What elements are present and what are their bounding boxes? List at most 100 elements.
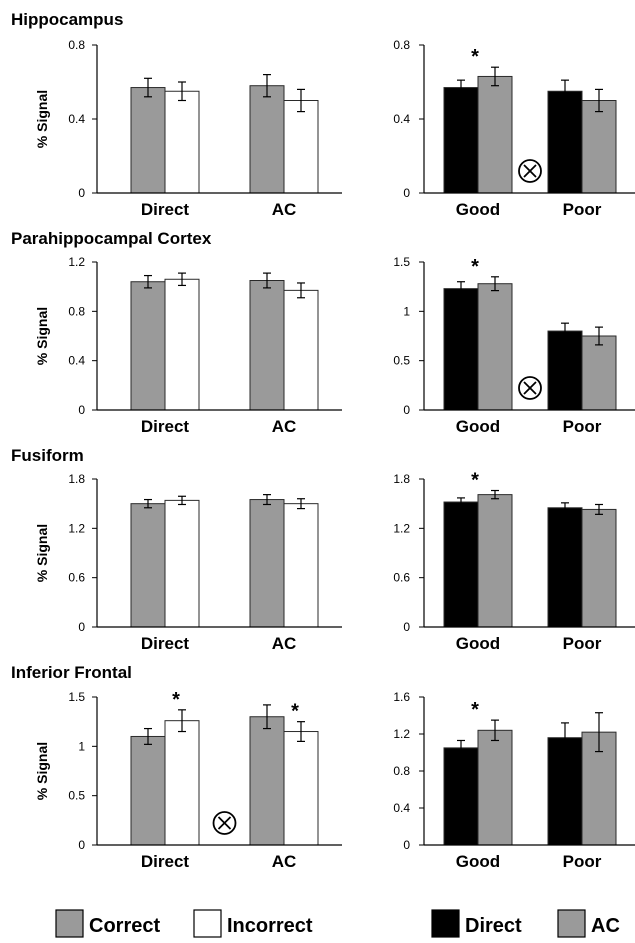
y-tick-label: 0 — [78, 620, 85, 634]
x-category-label: AC — [272, 852, 297, 871]
bar-incorrect — [164, 499, 200, 628]
y-tick-label: 0.8 — [68, 304, 85, 318]
bar-incorrect — [283, 503, 319, 628]
x-category-label: AC — [272, 200, 297, 219]
legend-swatch-ac — [557, 909, 586, 938]
x-category-label: Direct — [141, 200, 190, 219]
y-tick-label: 1.2 — [68, 521, 85, 535]
chart-panel-0-right: 0 0.4 0.8 Good Poor * — [393, 38, 635, 219]
significance-star: * — [471, 256, 479, 278]
legend-label: AC — [591, 915, 620, 937]
chart-panel-0-left: % Signal 0 0.4 0.8 Direct AC — [34, 38, 342, 219]
y-tick-label: 1.2 — [393, 727, 410, 741]
y-axis-label: % Signal — [34, 307, 50, 365]
y-tick-label: 0.6 — [68, 571, 85, 585]
chart-panel-3-right: 0 0.4 0.8 1.2 1.6 Good Poor * — [393, 690, 635, 871]
bar-direct — [547, 507, 583, 628]
bar-ac — [477, 75, 513, 194]
bar-correct — [130, 735, 166, 846]
x-category-label: Poor — [563, 200, 602, 219]
y-tick-label: 1.5 — [68, 690, 85, 704]
y-tick-label: 0.5 — [393, 354, 410, 368]
bar-correct — [130, 281, 166, 411]
y-tick-label: 0.8 — [68, 38, 85, 52]
bar-correct — [249, 280, 285, 411]
bar-direct — [443, 87, 479, 194]
bar-direct — [443, 501, 479, 628]
significance-star: * — [471, 699, 479, 721]
legend-left: Correct Incorrect — [55, 909, 313, 938]
x-category-label: Good — [456, 200, 500, 219]
row-title: Inferior Frontal — [11, 663, 132, 682]
y-tick-label: 1.2 — [393, 521, 410, 535]
bar-direct — [547, 330, 583, 411]
x-category-label: Direct — [141, 417, 190, 436]
legend-swatch-correct — [55, 909, 84, 938]
bar-correct — [130, 503, 166, 628]
y-tick-label: 0.5 — [68, 789, 85, 803]
legend-swatch-direct — [431, 909, 460, 938]
y-axis-label: % Signal — [34, 742, 50, 800]
x-category-label: Good — [456, 852, 500, 871]
y-tick-label: 1.8 — [68, 472, 85, 486]
bar-incorrect — [164, 720, 200, 846]
bar-direct — [547, 737, 583, 846]
significance-star: * — [172, 689, 180, 711]
bar-ac — [477, 494, 513, 628]
x-category-label: Poor — [563, 634, 602, 653]
bar-incorrect — [164, 90, 200, 194]
bar-ac — [477, 283, 513, 411]
y-tick-label: 0 — [403, 403, 410, 417]
legend-swatch-incorrect — [193, 909, 222, 938]
y-tick-label: 0 — [403, 838, 410, 852]
x-category-label: Good — [456, 634, 500, 653]
legend-label: Correct — [89, 915, 160, 937]
bar-direct — [443, 288, 479, 411]
y-tick-label: 1.5 — [393, 255, 410, 269]
bar-correct — [249, 716, 285, 846]
x-category-label: Direct — [141, 852, 190, 871]
bar-incorrect — [283, 100, 319, 194]
significance-star: * — [291, 701, 299, 723]
interaction-icon-stroke — [523, 164, 537, 178]
legend-right: Direct AC — [431, 909, 620, 938]
bar-correct — [249, 85, 285, 194]
y-tick-label: 1.6 — [393, 690, 410, 704]
x-category-label: Good — [456, 417, 500, 436]
y-tick-label: 0.8 — [393, 38, 410, 52]
y-tick-label: 0.4 — [393, 801, 410, 815]
x-category-label: AC — [272, 417, 297, 436]
y-tick-label: 0.8 — [393, 764, 410, 778]
bar-ac — [581, 335, 617, 411]
bar-ac — [581, 508, 617, 628]
chart-panel-2-left: % Signal 0 0.6 1.2 1.8 Direct AC — [34, 472, 342, 653]
y-axis-label: % Signal — [34, 524, 50, 582]
chart-panel-2-right: 0 0.6 1.2 1.8 Good Poor * — [393, 470, 635, 653]
bar-direct — [443, 747, 479, 846]
x-category-label: Poor — [563, 852, 602, 871]
y-tick-label: 1.8 — [393, 472, 410, 486]
y-tick-label: 0 — [78, 403, 85, 417]
chart-panel-3-left: % Signal 0 0.5 1 1.5 Direct AC * * — [34, 689, 342, 871]
y-tick-label: 1.2 — [68, 255, 85, 269]
interaction-icon-stroke — [217, 816, 232, 830]
x-category-label: Poor — [563, 417, 602, 436]
y-tick-label: 0.4 — [68, 354, 85, 368]
chart-panel-1-left: % Signal 0 0.4 0.8 1.2 Direct AC — [34, 255, 342, 436]
legend-label: Incorrect — [227, 915, 313, 937]
significance-star: * — [471, 470, 479, 492]
row-title: Parahippocampal Cortex — [11, 229, 212, 248]
bar-correct — [249, 499, 285, 628]
bar-incorrect — [164, 278, 200, 411]
interaction-icon-stroke — [523, 381, 537, 395]
x-category-label: Direct — [141, 634, 190, 653]
y-axis-label: % Signal — [34, 90, 50, 148]
y-tick-label: 0.6 — [393, 571, 410, 585]
bar-correct — [130, 87, 166, 194]
chart-panel-1-right: 0 0.5 1 1.5 Good Poor * — [393, 255, 635, 436]
x-category-label: AC — [272, 634, 297, 653]
bar-incorrect — [283, 289, 319, 411]
legend-label: Direct — [465, 915, 522, 937]
